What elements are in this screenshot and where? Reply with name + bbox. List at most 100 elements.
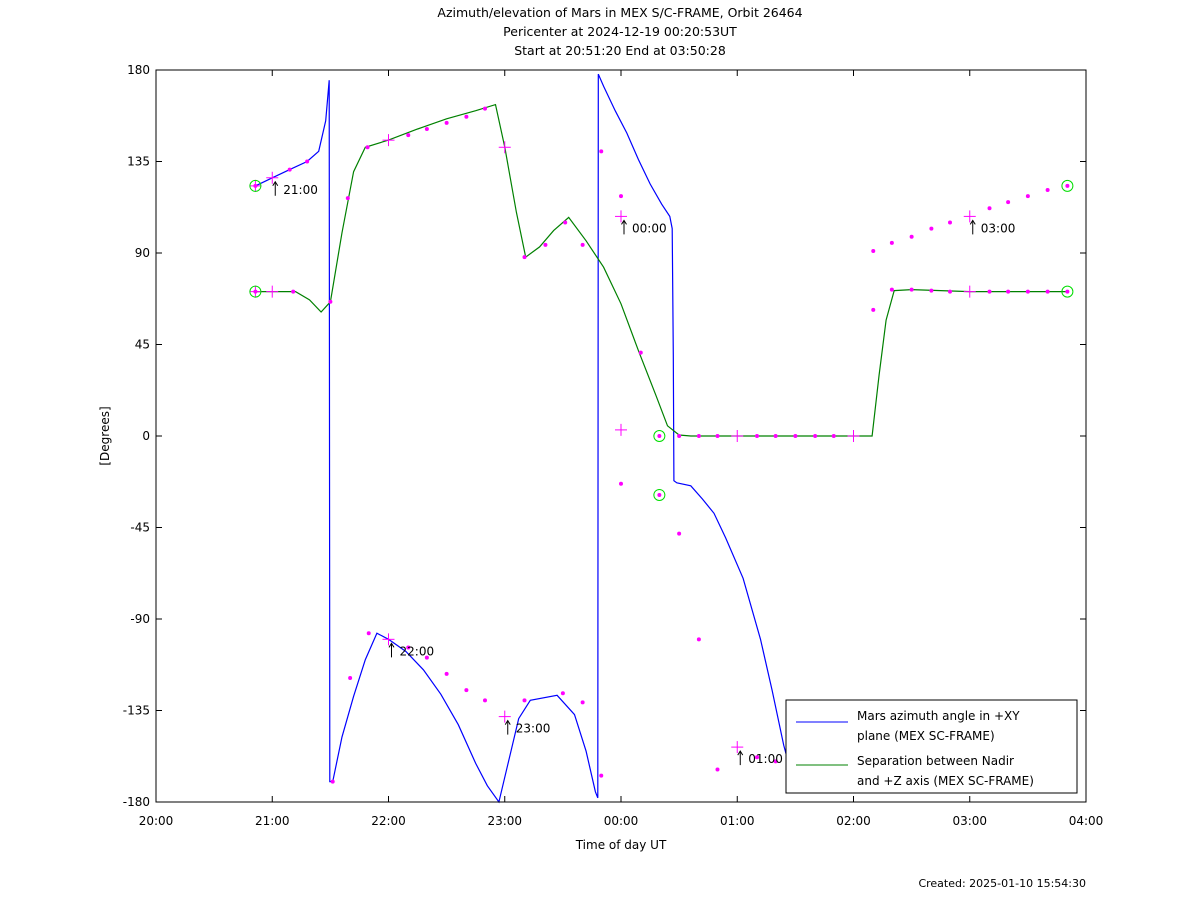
dot-marker — [287, 167, 292, 172]
dot-marker — [444, 120, 449, 125]
dot-marker — [424, 126, 429, 131]
dot-marker — [793, 434, 798, 438]
cross-marker — [382, 134, 395, 147]
created-timestamp: Created: 2025-01-10 15:54:30 — [918, 877, 1086, 890]
dot-marker — [464, 114, 469, 119]
dot-marker — [464, 688, 469, 693]
legend-label-azimuth-line2: plane (MEX SC-FRAME) — [857, 729, 995, 743]
y-tick-label: 180 — [127, 63, 150, 77]
time-label: 22:00 — [388, 642, 434, 658]
circle-marker-dot — [253, 183, 258, 188]
dot-marker — [599, 149, 604, 154]
series-line-separation — [255, 103, 1068, 437]
circle-marker — [249, 285, 262, 298]
y-tick-label: -180 — [123, 795, 150, 809]
dot-marker — [424, 655, 429, 660]
time-label: 01:00 — [737, 750, 783, 766]
dot-marker — [813, 434, 818, 438]
y-tick-label: 90 — [135, 246, 150, 260]
y-tick-label: 45 — [135, 338, 150, 352]
dot-marker — [871, 248, 876, 253]
dot-marker — [1045, 187, 1050, 192]
circle-marker-dot — [657, 492, 662, 497]
dot-marker — [619, 194, 623, 199]
x-tick-label: 20:00 — [139, 814, 174, 828]
dot-marker — [406, 133, 411, 138]
dot-marker — [889, 287, 894, 292]
dot-marker — [348, 675, 353, 680]
dot-marker — [1045, 289, 1050, 294]
x-tick-label: 22:00 — [371, 814, 406, 828]
time-label: 21:00 — [272, 180, 318, 197]
dot-marker — [677, 434, 682, 438]
dot-marker — [909, 287, 914, 292]
time-label-text: 23:00 — [516, 722, 551, 736]
cross-marker — [731, 430, 744, 442]
cross-marker — [963, 210, 976, 223]
time-label-text: 01:00 — [748, 752, 783, 766]
dot-marker — [929, 288, 934, 293]
chart-subtitle-pericenter: Pericenter at 2024-12-19 00:20:53UT — [503, 24, 737, 39]
x-tick-label: 21:00 — [255, 814, 290, 828]
time-label-text: 03:00 — [981, 221, 1016, 235]
dot-marker — [444, 671, 449, 676]
dot-marker — [406, 645, 411, 650]
dot-marker — [543, 242, 548, 247]
time-label: 23:00 — [504, 719, 551, 736]
y-tick-label: -45 — [130, 521, 150, 535]
series-layer — [255, 73, 1068, 804]
dot-marker — [696, 434, 701, 438]
dot-marker — [755, 434, 760, 438]
dot-marker — [871, 307, 876, 312]
circle-marker — [653, 430, 666, 442]
x-tick-label: 02:00 — [836, 814, 871, 828]
cross-marker — [266, 171, 279, 184]
dot-marker — [482, 698, 487, 703]
legend-label-separation-line2: and +Z axis (MEX SC-FRAME) — [857, 774, 1034, 788]
circle-marker — [1061, 179, 1074, 192]
x-tick-label: 00:00 — [604, 814, 639, 828]
dot-marker — [328, 299, 333, 304]
cross-marker — [847, 430, 860, 442]
y-axis-label: [Degrees] — [98, 406, 112, 465]
dot-marker — [715, 434, 720, 438]
dot-marker — [563, 220, 568, 225]
dot-marker — [580, 242, 585, 247]
circle-marker-dot — [657, 434, 662, 438]
chart-subtitle-start-end: Start at 20:51:20 End at 03:50:28 — [514, 43, 726, 58]
dot-marker — [482, 106, 487, 111]
dot-marker — [365, 145, 370, 150]
cross-marker — [615, 210, 627, 223]
dot-marker — [580, 700, 585, 705]
dot-marker — [987, 289, 992, 294]
circle-marker-dot — [253, 289, 258, 294]
dot-marker — [1025, 194, 1030, 199]
dot-marker — [560, 691, 565, 696]
legend: Mars azimuth angle in +XY plane (MEX SC-… — [785, 699, 1078, 794]
dot-marker — [889, 240, 894, 245]
dot-marker — [1006, 200, 1011, 205]
dot-marker — [773, 759, 778, 764]
y-tick-label: 0 — [142, 429, 150, 443]
time-label-text: 00:00 — [632, 221, 667, 235]
dot-marker — [929, 226, 934, 231]
plot-frame — [155, 69, 1087, 803]
dot-marker — [1006, 289, 1011, 294]
cross-marker — [266, 285, 279, 298]
legend-box — [785, 699, 1078, 794]
cross-marker — [615, 423, 627, 436]
marker-layer — [249, 106, 1074, 784]
cross-marker — [731, 741, 744, 754]
circle-marker — [1061, 285, 1074, 298]
chart-title: Azimuth/elevation of Mars in MEX S/C-FRA… — [437, 5, 803, 20]
circle-marker — [249, 179, 262, 192]
cross-marker — [498, 710, 511, 723]
time-label: 00:00 — [621, 219, 667, 235]
dot-marker — [696, 637, 701, 642]
dot-marker — [1025, 289, 1030, 294]
legend-label-separation-line1: Separation between Nadir — [857, 754, 1014, 768]
dot-marker — [831, 434, 836, 438]
dot-marker — [305, 159, 310, 164]
x-tick-label: 03:00 — [952, 814, 987, 828]
